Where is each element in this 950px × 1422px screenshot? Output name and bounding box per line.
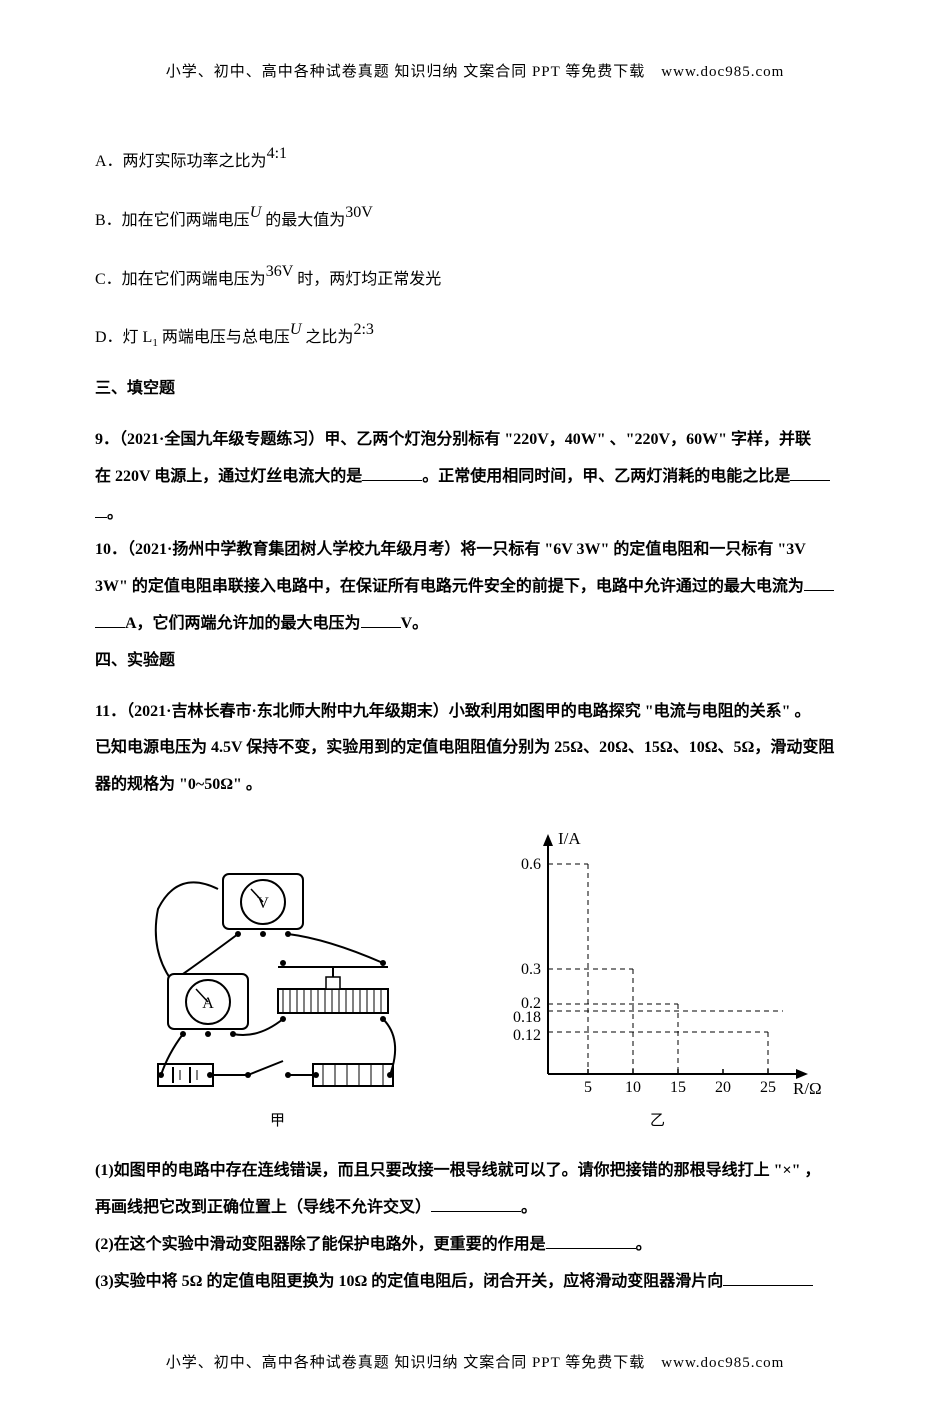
svg-text:15: 15 [670,1079,686,1096]
svg-text:10: 10 [625,1079,641,1096]
option-d: D．灯 L1 两端电压与总电压U 之比为2:3 [95,312,855,357]
option-b-mid: 的最大值为 [261,212,345,229]
figure-graph: I/A R/Ω 0.6 0.3 0.2 0.18 0.12 [493,824,823,1139]
q11-line2: 已知电源电压为 4.5V 保持不变，实验用到的定值电阻阻值分别为 25Ω、20Ω… [95,739,834,756]
question-10: 10．（2021·扬州中学教育集团树人学校九年级月考）将一只标有 "6V 3W"… [95,532,855,642]
option-a-value: 4:1 [267,145,287,162]
question-11-sub1: (1)如图甲的电路中存在连线错误，而且只要改接一根导线就可以了。请你把接错的那根… [95,1153,855,1227]
q11-1-line2a: 再画线把它改到正确位置上（导线不允许交叉） [95,1199,431,1216]
svg-text:0.3: 0.3 [521,961,541,978]
question-11: 11．（2021·吉林长春市·东北师大附中九年级期末）小致利用如图甲的电路探究 … [95,694,855,804]
graph-ylabel: I/A [558,829,581,848]
q11-1-line2b: 。 [521,1199,537,1216]
option-d-pre: D．灯 L [95,329,152,346]
figure-circuit: V A [128,839,428,1139]
q10-line2: 3W" 的定值电阻串联接入电路中，在保证所有电路元件安全的前提下，电路中允许通过… [95,578,804,595]
q10-blank1b [95,611,125,628]
q9-line1: 9．（2021·全国九年级专题练习）甲、乙两个灯泡分别标有 "220V，40W"… [95,431,811,448]
q11-2b: 。 [636,1236,652,1253]
option-b-u: U [250,204,262,221]
q10-blank1a [804,574,834,591]
section-4-title: 四、实验题 [95,643,855,680]
q9-end: 。 [107,505,123,522]
figure-graph-label-text: 乙 [493,1104,823,1139]
svg-text:5: 5 [584,1079,592,1096]
option-d-u: U [290,321,302,338]
figure-circuit-label: 甲 [128,1104,428,1139]
q11-1-line1: (1)如图甲的电路中存在连线错误，而且只要改接一根导线就可以了。请你把接错的那根… [95,1162,821,1179]
option-c-pre: C．加在它们两端电压为 [95,271,266,288]
option-b: B．加在它们两端电压U 的最大值为30V [95,195,855,240]
svg-text:0.6: 0.6 [521,856,541,873]
option-d-mid2: 之比为 [301,329,353,346]
q9-line2a: 在 220V 电源上，通过灯丝电流大的是 [95,468,362,485]
option-c: C．加在它们两端电压为36V 时，两灯均正常发光 [95,254,855,299]
question-9: 9．（2021·全国九年级专题练习）甲、乙两个灯泡分别标有 "220V，40W"… [95,422,855,532]
option-a-text: A．两灯实际功率之比为 [95,153,267,170]
svg-text:0.18: 0.18 [513,1009,541,1026]
q11-1-blank [431,1195,521,1212]
option-d-mid1: 两端电压与总电压 [158,329,290,346]
figure-row: V A [95,824,855,1139]
graph-svg: I/A R/Ω 0.6 0.3 0.2 0.18 0.12 [493,824,823,1099]
page-footer: 小学、初中、高中各种试卷真题 知识归纳 文案合同 PPT 等免费下载 www.d… [95,1351,855,1372]
q11-2a: (2)在这个实验中滑动变阻器除了能保护电路外，更重要的作用是 [95,1236,546,1253]
circuit-svg: V A [128,839,428,1099]
q11-line1: 11．（2021·吉林长春市·东北师大附中九年级期末）小致利用如图甲的电路探究 … [95,703,811,720]
option-b-pre: B．加在它们两端电压 [95,212,250,229]
section-3-title: 三、填空题 [95,371,855,408]
option-a: A．两灯实际功率之比为4:1 [95,136,855,181]
q9-blank1 [362,464,422,481]
option-b-value: 30V [345,204,373,221]
question-11-sub3: (3)实验中将 5Ω 的定值电阻更换为 10Ω 的定值电阻后，闭合开关，应将滑动… [95,1264,855,1301]
q10-line3a: A，它们两端允许加的最大电压为 [125,615,361,632]
svg-text:25: 25 [760,1079,776,1096]
document-body: A．两灯实际功率之比为4:1 B．加在它们两端电压U 的最大值为30V C．加在… [95,136,855,1301]
svg-text:0.12: 0.12 [513,1027,541,1044]
svg-text:20: 20 [715,1079,731,1096]
q9-blank3 [95,501,107,518]
q10-line3b: V。 [401,615,429,632]
option-c-post: 时，两灯均正常发光 [293,271,441,288]
q11-3a: (3)实验中将 5Ω 的定值电阻更换为 10Ω 的定值电阻后，闭合开关，应将滑动… [95,1273,723,1290]
question-11-sub2: (2)在这个实验中滑动变阻器除了能保护电路外，更重要的作用是 。 [95,1227,855,1264]
q11-3-blank [723,1269,813,1286]
option-c-value: 36V [266,263,294,280]
page-header: 小学、初中、高中各种试卷真题 知识归纳 文案合同 PPT 等免费下载 www.d… [95,60,855,81]
q10-blank2 [361,611,401,628]
graph-xlabel: R/Ω [793,1079,822,1098]
q11-2-blank [546,1232,636,1249]
option-d-value: 2:3 [353,321,373,338]
q10-line1: 10．（2021·扬州中学教育集团树人学校九年级月考）将一只标有 "6V 3W"… [95,541,806,558]
q11-line3: 器的规格为 "0~50Ω" 。 [95,776,262,793]
q9-line2b: 。正常使用相同时间，甲、乙两灯消耗的电能之比是 [422,468,790,485]
q9-blank2 [790,464,830,481]
